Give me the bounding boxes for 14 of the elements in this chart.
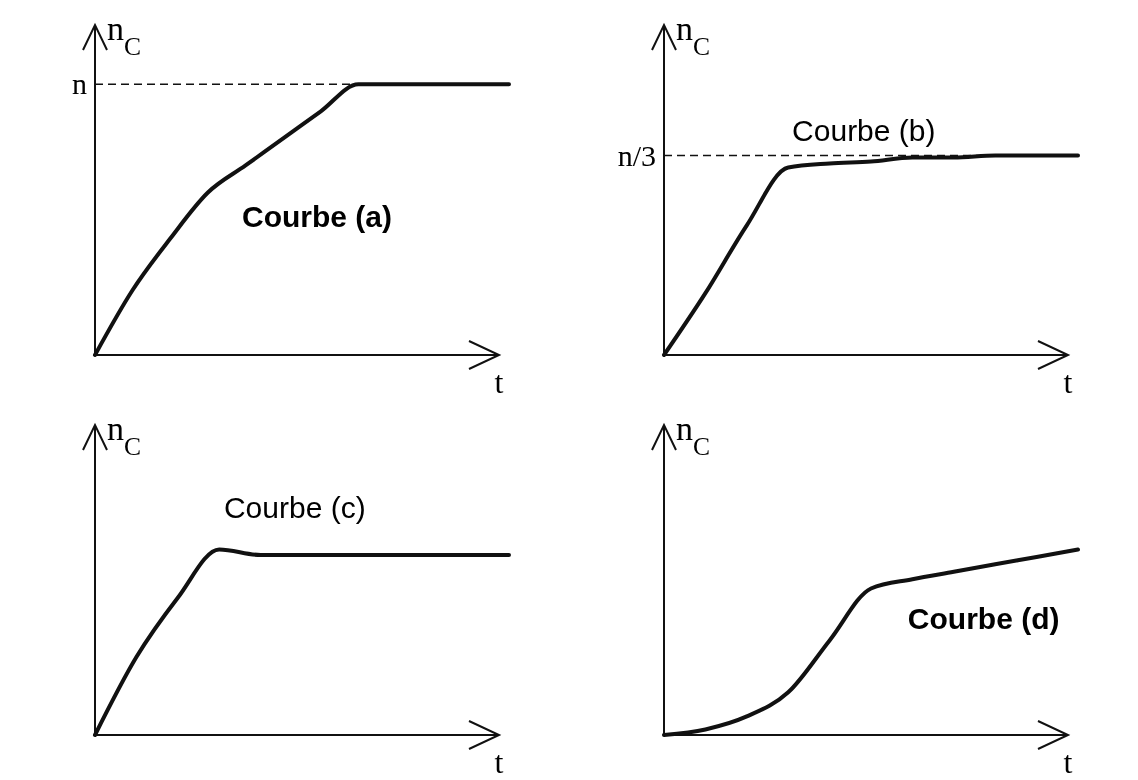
y-axis-title: n$_{C}$ [676,10,711,61]
ref-line-label: n/3 [617,138,656,172]
annotation: Courbe (d) [907,602,1060,635]
x-axis-title: t [494,744,504,780]
text: Courbe (b) [792,114,936,148]
annotation: Courbe (a) [242,199,392,233]
x-axis-title: t [1063,744,1073,780]
ref-line-label: n [72,67,87,101]
y-axis-title: n$_{C}$ [107,410,142,461]
y-axis-title: n$_{C}$ [107,10,142,61]
x-axis-title: t [494,364,504,400]
y-axis-title: n$_{C}$ [676,410,711,461]
text: Courbe (c) [223,490,366,524]
x-axis-title: t [1063,364,1073,400]
